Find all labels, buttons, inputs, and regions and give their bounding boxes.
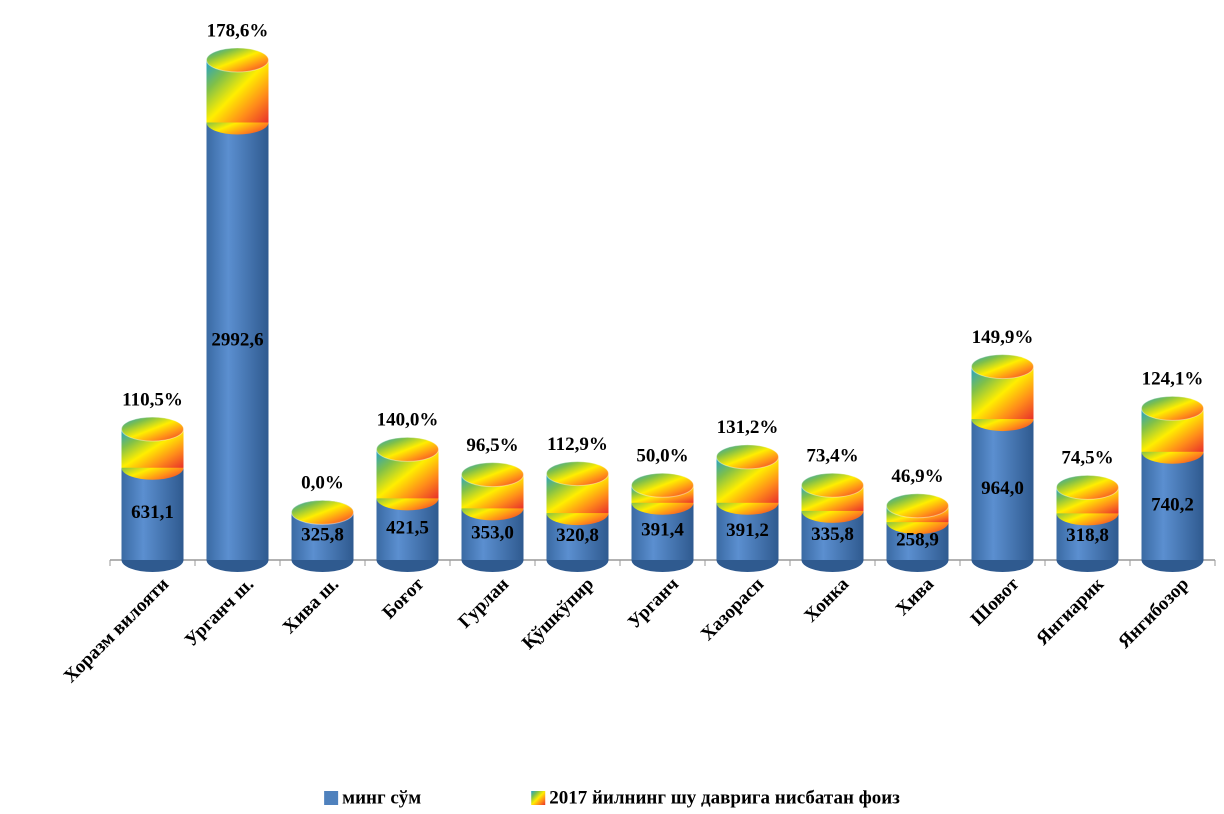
bar [971,419,1034,560]
percent-label: 131,2% [717,417,779,438]
percent-top [886,493,949,519]
percent-top [971,354,1034,380]
value-label: 258,9 [896,529,939,550]
percent-label: 140,0% [377,410,439,431]
value-label: 2992,6 [211,330,263,351]
x-tick-label: Боғот [378,573,428,623]
x-tick-label: Хива ш. [279,574,343,638]
x-tick-label: Хоразм вилояти [60,574,173,687]
percent-top [716,444,779,470]
x-tick-label: Янгибозор [1114,574,1193,653]
percent-label: 112,9% [547,434,608,455]
percent-top [801,472,864,498]
percent-top [376,436,439,462]
percent-label: 73,4% [806,446,858,467]
percent-label: 124,1% [1142,369,1204,390]
percent-label: 74,5% [1061,448,1113,469]
legend: минг сўм 2017 йилнинг шу даврига нисбатан… [324,787,900,808]
value-label: 740,2 [1151,494,1194,515]
percent-label: 50,0% [636,446,688,467]
x-tick-label: Шовот [967,573,1024,630]
percent-top [461,462,524,488]
percent-top [546,461,609,487]
bar [1141,451,1204,560]
percent-label: 46,9% [891,466,943,487]
x-tick-label: Хонка [800,573,853,626]
percent-top [206,47,269,73]
legend-label: минг сўм [342,787,421,808]
x-tick-label: Хива [892,573,939,620]
percent-top [1056,474,1119,500]
percent-top [1141,395,1204,421]
percent-label: 96,5% [466,435,518,456]
legend-swatch [531,791,546,805]
percent-top [291,499,354,525]
x-tick-label: Янгиарик [1032,574,1108,650]
percent-label: 178,6% [207,20,269,41]
bar [121,467,184,560]
bar [206,122,269,560]
percent-label: 0,0% [301,473,344,494]
percent-label: 110,5% [122,389,183,410]
x-tick-label: Гурлан [454,574,513,633]
legend-label: 2017 йилнинг шу даврига нисбатан фоиз [549,787,900,808]
x-tick-label: Қўшкўпир [518,574,598,654]
x-tick-label: Хазорасп [697,574,768,645]
value-label: 325,8 [301,525,344,546]
x-tick-label: Урганч [624,574,683,633]
percent-top [121,416,184,442]
value-label: 353,0 [471,523,514,544]
percent-label: 149,9% [972,327,1034,348]
value-label: 335,8 [811,524,854,545]
legend-swatch [324,791,339,805]
value-label: 631,1 [131,502,174,523]
x-tick-label: Урганч ш. [181,574,258,651]
value-label: 391,4 [641,520,684,541]
percent-top [631,472,694,498]
value-label: 421,5 [386,518,429,539]
value-label: 318,8 [1066,525,1109,546]
value-label: 391,2 [726,520,769,541]
value-label: 964,0 [981,478,1024,499]
value-label: 320,8 [556,525,599,546]
